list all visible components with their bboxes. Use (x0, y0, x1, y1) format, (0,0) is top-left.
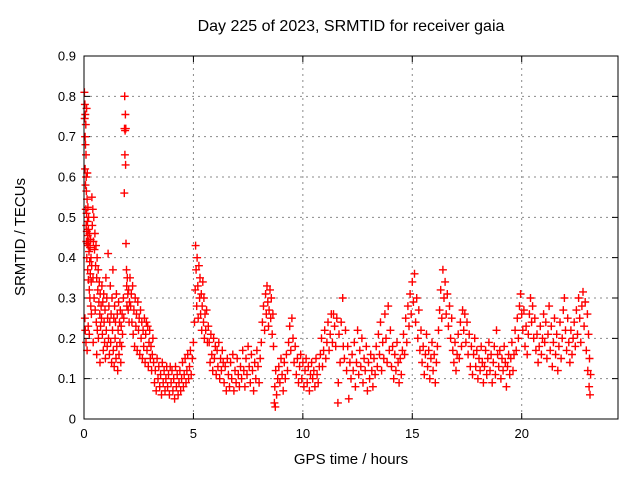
y-tick-label: 0.5 (58, 210, 76, 225)
x-tick-label: 0 (80, 426, 87, 441)
y-tick-label: 0.2 (58, 331, 76, 346)
x-tick-label: 15 (405, 426, 419, 441)
y-tick-label: 0.6 (58, 170, 76, 185)
y-tick-label: 0.4 (58, 250, 76, 265)
y-tick-label: 0 (69, 412, 76, 427)
x-tick-label: 10 (296, 426, 310, 441)
y-tick-label: 0.9 (58, 49, 76, 64)
plot-border (83, 55, 619, 420)
grid-lines (84, 56, 618, 419)
y-tick-label: 0.8 (58, 89, 76, 104)
chart-title: Day 225 of 2023, SRMTID for receiver gai… (198, 18, 505, 35)
x-tick-label: 20 (514, 426, 528, 441)
x-tick-label: 5 (190, 426, 197, 441)
grid-line-path (84, 56, 618, 419)
tick-labels: 0 5 10 15 20 0 0.1 0.2 0.3 0.4 0.5 0.6 0.7 0.8 0.9 (58, 49, 529, 442)
y-tick-label: 0.3 (58, 291, 76, 306)
y-tick-label: 0.7 (58, 129, 76, 144)
x-axis-label: GPS time / hours (294, 451, 408, 468)
y-tick-label: 0.1 (58, 371, 76, 386)
y-axis-label: SRMTID / TECUs (12, 178, 29, 296)
